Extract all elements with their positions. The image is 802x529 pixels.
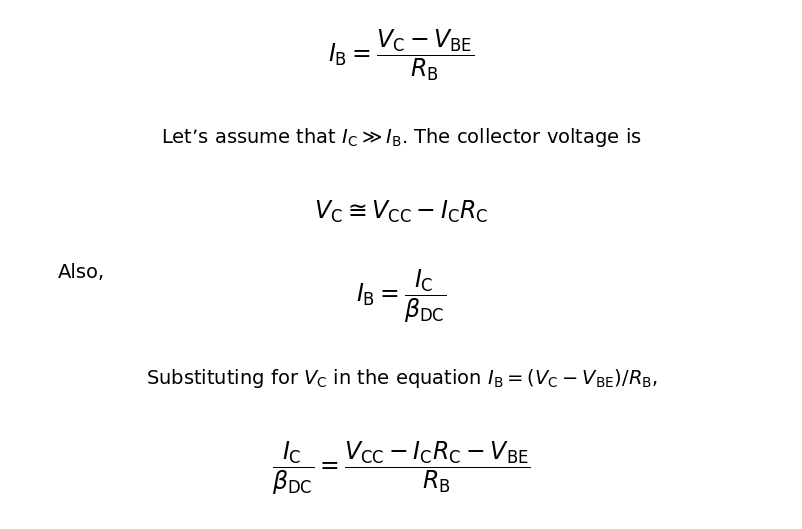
Text: Substituting for $V_{\mathrm{C}}$ in the equation $\mathit{I}_{\mathrm{B}} = (V_: Substituting for $V_{\mathrm{C}}$ in the… <box>145 367 657 390</box>
Text: $V_{\mathrm{C}} \cong V_{\mathrm{CC}} - \mathit{I}_{\mathrm{C}}R_{\mathrm{C}}$: $V_{\mathrm{C}} \cong V_{\mathrm{CC}} - … <box>314 198 488 225</box>
Text: Also,: Also, <box>58 263 105 282</box>
Text: $\mathit{I}_{\mathrm{B}} = \dfrac{V_{\mathrm{C}} - V_{\mathrm{BE}}}{R_{\mathrm{B: $\mathit{I}_{\mathrm{B}} = \dfrac{V_{\ma… <box>328 28 474 84</box>
Text: $\dfrac{\mathit{I}_{\mathrm{C}}}{\beta_{\mathrm{DC}}} = \dfrac{V_{\mathrm{CC}} -: $\dfrac{\mathit{I}_{\mathrm{C}}}{\beta_{… <box>272 440 530 497</box>
Text: $\mathit{I}_{\mathrm{B}} = \dfrac{\mathit{I}_{\mathrm{C}}}{\beta_{\mathrm{DC}}}$: $\mathit{I}_{\mathrm{B}} = \dfrac{\mathi… <box>356 268 446 325</box>
Text: Let’s assume that $\mathit{I}_{\mathrm{C}} \gg \mathit{I}_{\mathrm{B}}$. The col: Let’s assume that $\mathit{I}_{\mathrm{C… <box>161 126 641 149</box>
